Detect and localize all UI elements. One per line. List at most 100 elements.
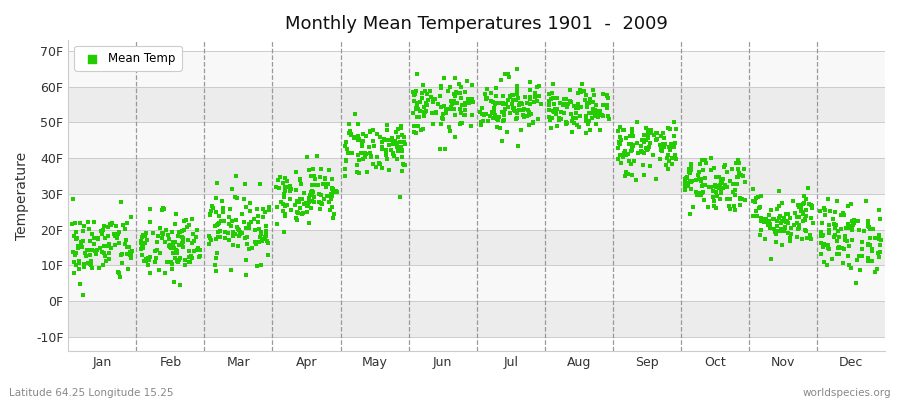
Point	[822, 230, 836, 236]
Point	[502, 94, 517, 100]
Point	[589, 102, 603, 108]
Point	[136, 244, 150, 251]
Point	[600, 92, 615, 99]
Point	[192, 253, 206, 260]
Point	[436, 75, 451, 82]
Point	[824, 208, 838, 214]
Point	[792, 214, 806, 220]
Point	[814, 230, 828, 236]
Point	[389, 129, 403, 135]
Point	[94, 248, 109, 255]
Point	[510, 114, 525, 121]
Point	[409, 106, 423, 112]
Point	[394, 132, 409, 138]
Point	[152, 266, 166, 273]
Point	[306, 166, 320, 172]
Point	[625, 142, 639, 148]
Point	[531, 116, 545, 122]
Point	[275, 201, 290, 207]
Point	[418, 108, 433, 114]
Point	[792, 202, 806, 208]
Point	[635, 162, 650, 168]
Point	[363, 128, 377, 134]
Point	[746, 213, 760, 219]
Point	[300, 209, 314, 215]
Point	[610, 156, 625, 162]
Point	[155, 235, 169, 241]
Point	[494, 109, 508, 115]
Point	[574, 80, 589, 87]
Point	[140, 262, 155, 269]
Point	[417, 104, 431, 110]
Point	[356, 138, 371, 144]
Point	[109, 230, 123, 237]
Point	[328, 188, 342, 194]
Point	[415, 90, 429, 96]
Point	[590, 108, 605, 114]
Point	[452, 81, 466, 87]
Point	[592, 108, 607, 115]
Point	[326, 215, 340, 222]
Point	[173, 255, 187, 261]
Point	[310, 153, 324, 159]
Point	[359, 133, 374, 139]
Point	[156, 205, 170, 212]
Point	[254, 262, 268, 268]
Point	[338, 143, 353, 149]
Point	[135, 234, 149, 240]
Point	[225, 186, 239, 193]
Point	[639, 137, 653, 143]
Point	[700, 204, 715, 210]
Point	[111, 231, 125, 238]
Point	[202, 232, 216, 239]
Point	[545, 114, 560, 121]
Point	[641, 135, 655, 141]
Point	[339, 146, 354, 152]
Point	[391, 142, 405, 148]
Point	[108, 233, 122, 240]
Point	[314, 200, 328, 206]
Point	[454, 94, 468, 101]
Point	[655, 141, 670, 147]
Point	[678, 187, 692, 193]
Point	[364, 153, 378, 159]
Point	[433, 146, 447, 152]
Point	[76, 264, 91, 270]
Point	[140, 237, 154, 244]
Point	[662, 145, 677, 152]
Point	[832, 244, 846, 251]
Point	[410, 130, 424, 136]
Point	[215, 209, 230, 216]
Title: Monthly Mean Temperatures 1901  -  2009: Monthly Mean Temperatures 1901 - 2009	[285, 15, 668, 33]
Point	[181, 248, 195, 254]
Point	[262, 204, 276, 210]
Point	[312, 191, 327, 198]
Point	[590, 121, 604, 128]
Point	[119, 237, 133, 243]
Point	[762, 225, 777, 231]
Point	[406, 88, 420, 95]
Point	[553, 114, 567, 121]
Point	[569, 105, 583, 112]
Point	[842, 223, 857, 230]
Point	[641, 132, 655, 138]
Point	[616, 127, 630, 133]
Point	[394, 123, 409, 129]
Point	[102, 240, 116, 247]
Point	[579, 118, 593, 124]
Point	[395, 154, 410, 161]
Point	[573, 104, 588, 110]
Point	[98, 253, 112, 260]
Point	[325, 185, 339, 191]
Bar	[68, 194, 885, 230]
Point	[395, 147, 410, 153]
Point	[223, 206, 238, 212]
Point	[509, 82, 524, 89]
Point	[307, 194, 321, 201]
Point	[613, 134, 627, 140]
Point	[852, 226, 867, 233]
Point	[443, 127, 457, 134]
Point	[806, 203, 820, 209]
Point	[134, 240, 148, 246]
Point	[364, 154, 379, 161]
